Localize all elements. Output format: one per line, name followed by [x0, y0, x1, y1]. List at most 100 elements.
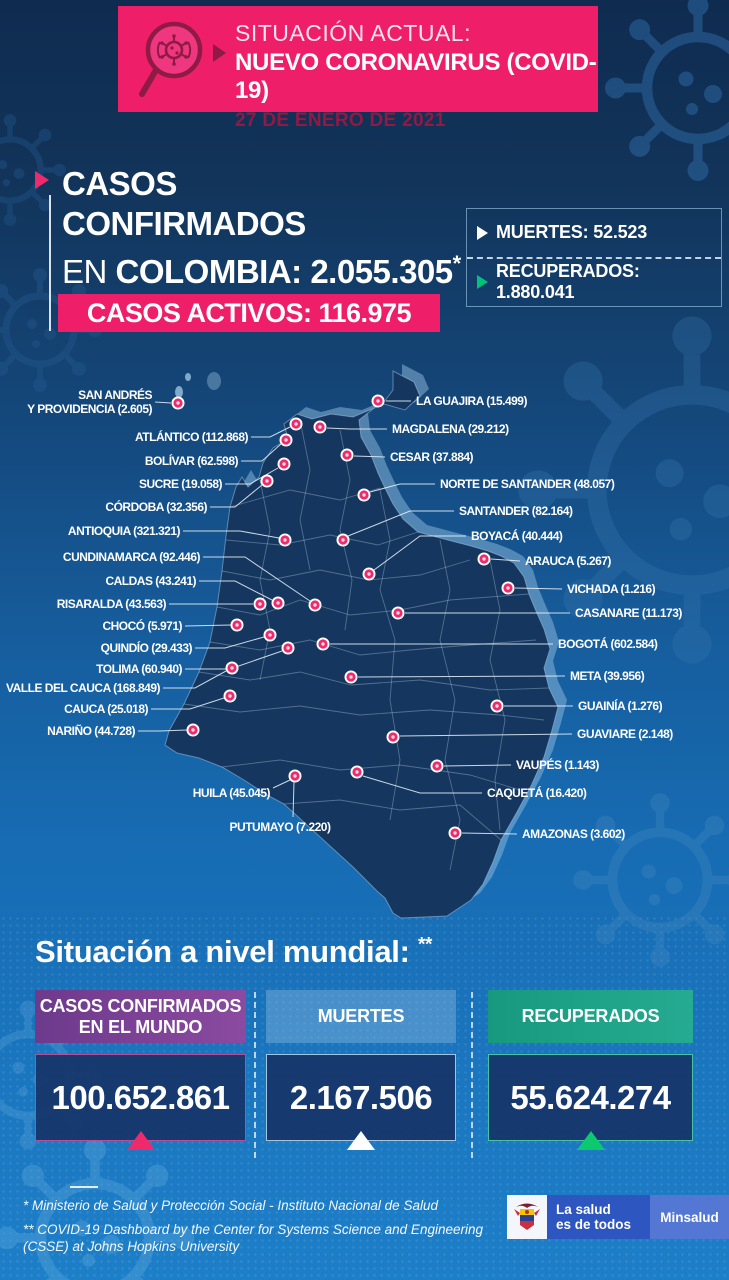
logo-tagline-2: es de todos	[556, 1217, 632, 1232]
white-triangle-icon	[347, 1131, 375, 1150]
minsalud-logo-bar: La salud es de todos Minsalud	[507, 1195, 729, 1239]
footer-divider-dash	[70, 1186, 98, 1188]
connector-line-boyaca	[373, 535, 466, 571]
map-dot-caqueta	[350, 765, 364, 779]
map-dot-guainia	[490, 699, 504, 713]
deaths-stat: MUERTES: 52.523	[496, 222, 648, 243]
map-dot-bogota	[316, 637, 330, 651]
colombia-coat-of-arms-icon	[507, 1195, 547, 1239]
connector-line-narino	[138, 729, 188, 732]
map-dot-tolima	[281, 641, 295, 655]
world-card-recovered-value: 55.624.274	[488, 1054, 693, 1141]
connector-line-caldas	[199, 580, 273, 601]
pink-triangle-icon	[126, 1131, 155, 1150]
connector-line-cundinamarca	[203, 556, 311, 602]
map-dot-valle-del-cauca	[225, 661, 239, 675]
confirmed-line2: CONFIRMADOS	[62, 205, 306, 242]
connector-line-antioquia	[183, 530, 280, 539]
confirmed-line3: EN COLOMBIA: 2.055.305*	[62, 244, 461, 292]
connector-line-amazonas	[461, 832, 518, 835]
connector-line-vaupes	[443, 764, 512, 767]
map-dot-amazonas	[448, 826, 462, 840]
map-dot-atlantico	[289, 417, 303, 431]
connector-line-vichada	[514, 587, 563, 590]
map-dot-risaralda	[253, 597, 267, 611]
connector-line-norte-de-santander	[369, 483, 435, 493]
map-dot-la-guajira	[371, 394, 385, 408]
connector-line-caqueta	[362, 775, 482, 794]
card-divider-1	[254, 992, 256, 1158]
map-dot-vichada	[501, 581, 515, 595]
map-dot-cauca	[223, 689, 237, 703]
map-dot-caldas	[271, 596, 285, 610]
connector-line-sucre	[225, 467, 279, 485]
world-card-deaths-header: MUERTES	[266, 990, 456, 1043]
connector-line-putumayo	[292, 781, 295, 818]
connector-line-bolivar	[241, 443, 282, 462]
confirmed-line3-light: EN	[62, 253, 116, 290]
deaths-row: MUERTES: 52.523	[467, 209, 721, 259]
green-triangle-icon	[576, 1131, 605, 1150]
connector-line-valle-del-cauca	[163, 670, 227, 689]
footnote-asterisk: *	[452, 251, 462, 276]
header-title: NUEVO CORONAVIRUS (COVID-19)	[235, 49, 597, 104]
map-dot-choco	[230, 618, 244, 632]
logo-tagline-1: La salud	[556, 1202, 611, 1217]
connector-line-guaviare	[399, 733, 573, 737]
header-kicker: SITUACIÓN ACTUAL:	[235, 20, 471, 46]
connector-line-atlantico	[251, 426, 291, 438]
map-dot-meta	[344, 670, 358, 684]
magnifier-virus-icon	[139, 21, 203, 97]
minsalud-wordmark: Minsalud	[650, 1195, 729, 1239]
recovered-row: RECUPERADOS: 1.880.041	[467, 259, 721, 307]
world-card-confirmed: CASOS CONFIRMADOS EN EL MUNDO 100.652.86…	[35, 990, 246, 1150]
connector-line-arauca	[490, 558, 521, 562]
map-dot-antioquia	[278, 533, 292, 547]
map-dot-santander	[336, 533, 350, 547]
world-card-deaths-value: 2.167.506	[266, 1054, 456, 1141]
connector-line-choco	[184, 624, 232, 627]
world-card-recovered: RECUPERADOS 55.624.274	[488, 990, 693, 1150]
map-dot-arauca	[477, 552, 491, 566]
connector-line-huila	[272, 779, 291, 789]
la-salud-es-de-todos-badge: La salud es de todos	[547, 1195, 650, 1239]
world-card-recovered-header: RECUPERADOS	[488, 990, 693, 1043]
footnote-source-1: * Ministerio de Salud y Protección Socia…	[23, 1198, 438, 1213]
map-dot-boyaca	[362, 567, 376, 581]
map-dot-quindio	[263, 628, 277, 642]
department-borders	[183, 419, 550, 871]
connector-line-cesar	[353, 455, 386, 458]
world-section-title: Situación a nivel mundial: **	[35, 934, 432, 970]
confirmed-total: COLOMBIA: 2.055.305	[115, 253, 454, 290]
map-dot-bolivar	[279, 433, 293, 447]
world-card-confirmed-header: CASOS CONFIRMADOS EN EL MUNDO	[35, 990, 246, 1043]
connector-line-cauca	[151, 697, 225, 710]
world-card-confirmed-value: 100.652.861	[35, 1054, 246, 1141]
map-dot-cundinamarca	[308, 598, 322, 612]
confirmed-line1: CASOS	[62, 165, 177, 202]
map-dot-san-andres	[171, 396, 185, 410]
connector-line-san-andres	[154, 401, 172, 404]
connector-line-santander	[347, 510, 454, 537]
world-title-asterisks: **	[417, 934, 433, 956]
recovered-arrow-icon	[477, 275, 488, 290]
map-connectors-and-dots	[138, 394, 573, 840]
coat-of-arms-graphic	[514, 1203, 540, 1230]
active-cases-badge: CASOS ACTIVOS: 116.975	[58, 294, 440, 332]
national-stats-box: MUERTES: 52.523 RECUPERADOS: 1.880.041	[466, 208, 722, 307]
map-dot-sucre	[277, 457, 291, 471]
world-title-text: Situación a nivel mundial:	[35, 934, 410, 969]
map-dot-casanare	[391, 606, 405, 620]
map-dot-narino	[186, 723, 200, 737]
map-dot-cesar	[340, 448, 354, 462]
map-dot-magdalena	[313, 420, 327, 434]
san-andres-islands	[175, 372, 221, 398]
map-dot-huila	[288, 769, 302, 783]
deaths-arrow-icon	[477, 225, 488, 240]
map-dot-vaupes	[430, 759, 444, 773]
map-dot-norte-de-santander	[357, 488, 371, 502]
connector-line-meta	[357, 675, 566, 678]
connector-line-quindio	[195, 636, 265, 649]
